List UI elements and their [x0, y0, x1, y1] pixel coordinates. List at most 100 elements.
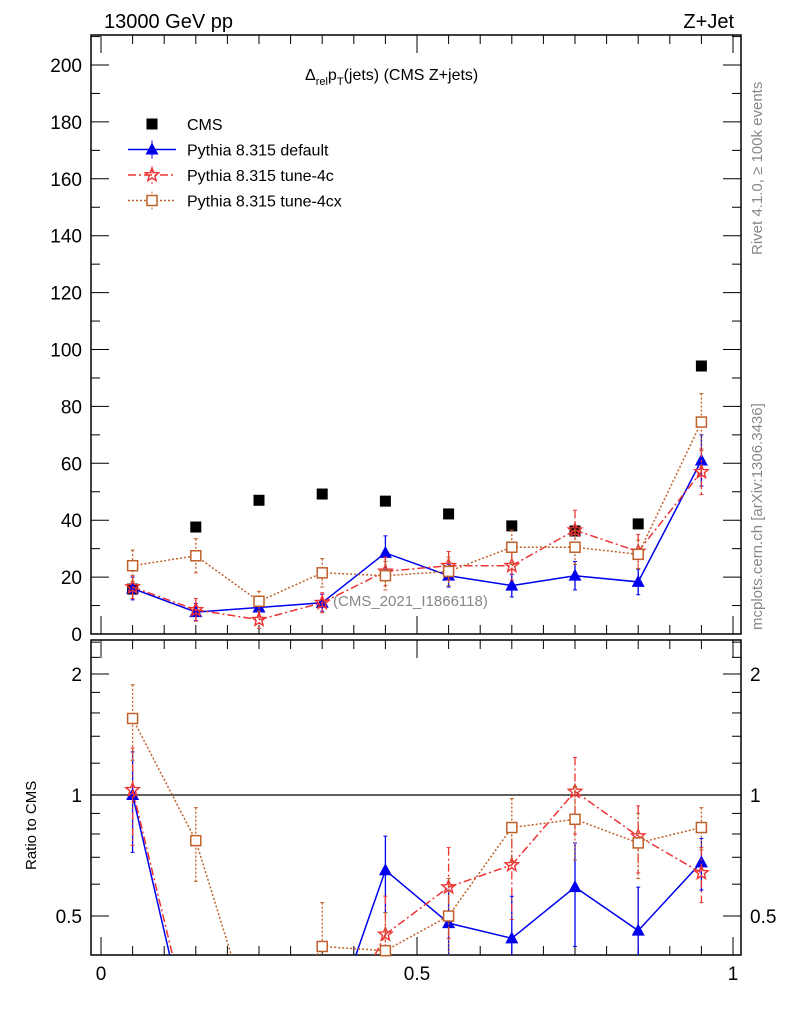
data-point: [440, 878, 458, 895]
ratio-y-tick-label-right: 2: [750, 665, 761, 686]
main-series-cms: [127, 360, 707, 595]
ratio-ylabel: Ratio to CMS: [23, 781, 40, 870]
header-right: Z+Jet: [683, 11, 734, 33]
y-tick-label: 200: [50, 56, 82, 77]
data-point: [505, 931, 519, 944]
data-point: [124, 780, 142, 798]
data-point: [187, 600, 205, 618]
data-point: [694, 453, 708, 466]
data-point: [566, 521, 584, 538]
data-point: [253, 494, 265, 506]
data-point: [126, 788, 140, 800]
legend-marker: [146, 194, 158, 207]
data-point: [378, 545, 392, 558]
data-point: [695, 821, 708, 834]
data-point: [503, 855, 521, 873]
header-left: 13000 GeV pp: [104, 11, 233, 33]
series-line: [131, 789, 702, 956]
y-tick-label: 100: [50, 341, 82, 362]
main-plot-area: [124, 360, 710, 629]
y-tick-label: 40: [61, 511, 82, 532]
data-point: [250, 610, 268, 627]
data-point: [695, 416, 708, 428]
data-point: [506, 520, 518, 532]
y-tick-label: 140: [50, 227, 82, 248]
data-point: [632, 518, 644, 530]
legend-label: Pythia 8.315 tune-4cx: [187, 194, 342, 211]
data-point: [505, 578, 519, 591]
legend-marker: [145, 142, 159, 155]
data-point: [126, 559, 139, 572]
data-point: [379, 569, 392, 582]
data-point: [442, 910, 455, 922]
data-point: [631, 923, 645, 936]
data-point: [632, 548, 644, 561]
ratio-series-pythia-8-315-default: [126, 751, 708, 956]
y-tick-label: 60: [61, 454, 82, 475]
data-point: [126, 712, 139, 725]
data-point: [568, 880, 582, 893]
data-point: [442, 916, 456, 929]
data-point: [568, 568, 582, 581]
data-point: [378, 863, 392, 876]
legend-item: Pythia 8.315 default: [128, 140, 329, 160]
legend-item: Pythia 8.315 tune-4c: [128, 166, 334, 185]
series-line: [131, 718, 702, 956]
data-point: [506, 821, 518, 834]
chart-title: ΔrelpT(jets) (CMS Z+jets): [305, 67, 478, 88]
y-tick-label: 80: [61, 397, 82, 418]
ratio-series-pythia-8-315-tune-4cx: [126, 684, 708, 957]
data-point: [443, 508, 455, 520]
ratio-y-tick-label-right: 0.5: [750, 907, 776, 928]
y-tick-label: 0: [71, 625, 82, 646]
data-point: [632, 837, 644, 849]
data-point: [694, 855, 708, 868]
legend-label: Pythia 8.315 tune-4c: [187, 168, 334, 185]
data-point: [379, 944, 392, 957]
legend-item: Pythia 8.315 tune-4cx: [128, 191, 342, 211]
legend-marker: [143, 166, 161, 183]
x-tick-label: 0.5: [404, 964, 430, 985]
data-point: [253, 595, 265, 608]
data-point: [569, 541, 581, 553]
legend-label: Pythia 8.315 default: [187, 143, 329, 160]
data-point: [190, 834, 202, 847]
series-line: [132, 421, 703, 602]
y-tick-label: 20: [61, 568, 82, 589]
data-point: [506, 541, 518, 553]
rivet-label: Rivet 4.1.0, ≥ 100k events: [749, 82, 766, 255]
data-point: [631, 574, 645, 587]
ratio-series-pythia-8-315-tune-4c: [124, 747, 710, 956]
data-point: [313, 593, 331, 610]
data-point: [379, 495, 391, 507]
x-tick-label: 1: [728, 964, 739, 985]
main-frame: [90, 34, 742, 635]
legend-marker: [146, 118, 158, 130]
main-series-pythia-8-315-tune-4cx: [126, 393, 708, 612]
ratio-frame: [90, 639, 742, 956]
data-point: [692, 863, 710, 881]
ratio-y-tick-label: 0.5: [56, 907, 82, 928]
series-line: [132, 460, 703, 613]
x-tick-label: 0: [96, 964, 107, 985]
data-point: [124, 578, 142, 595]
series-line: [132, 471, 702, 621]
data-point: [316, 567, 328, 579]
legend-item: CMS: [146, 117, 223, 134]
data-point: [695, 360, 707, 372]
data-point: [316, 940, 328, 953]
data-point: [569, 813, 581, 826]
ratio-y-tick-label-right: 1: [750, 786, 761, 807]
ratio-plot-area: [124, 684, 710, 957]
y-tick-label: 180: [50, 113, 82, 134]
analysis-label: (CMS_2021_I1866118): [333, 593, 488, 610]
data-point: [503, 556, 521, 573]
legend-label: CMS: [187, 117, 223, 134]
data-point: [316, 488, 328, 500]
y-tick-label: 120: [50, 284, 82, 305]
mcplots-label: mcplots.cern.ch [arXiv:1306.3436]: [749, 403, 766, 630]
data-point: [442, 565, 455, 578]
data-point: [692, 462, 710, 480]
series-line: [131, 794, 702, 956]
